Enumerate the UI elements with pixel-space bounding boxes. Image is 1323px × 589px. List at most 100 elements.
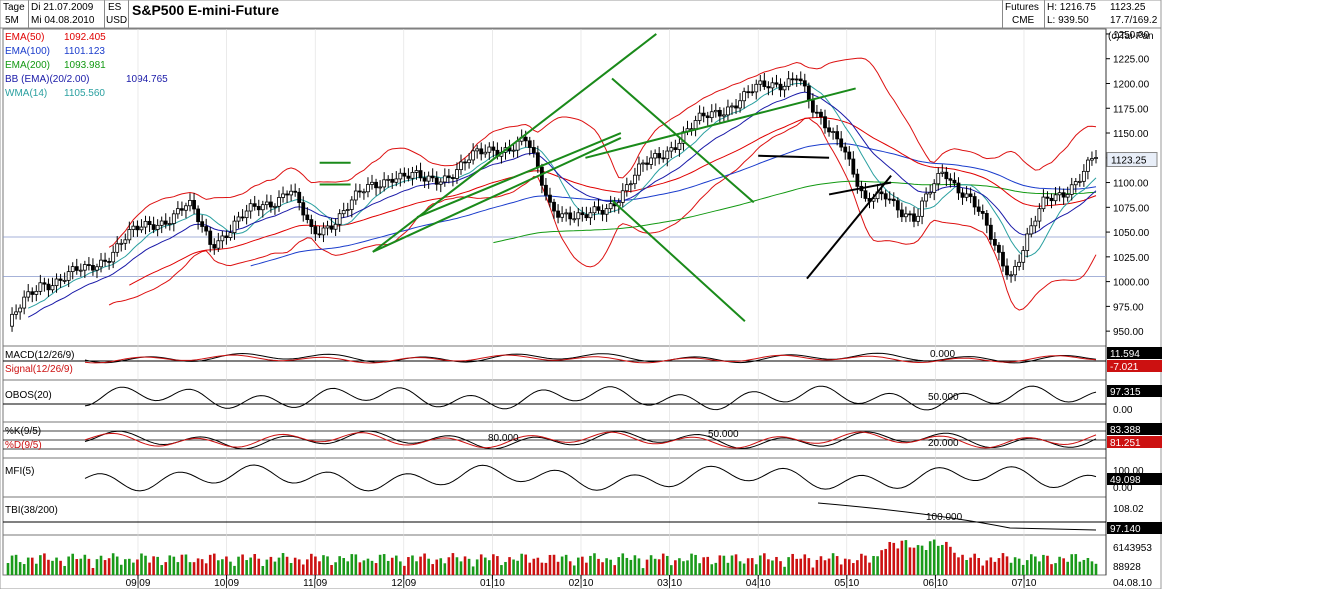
volume-bar — [678, 558, 681, 575]
candle-body — [1009, 274, 1013, 277]
candle-body — [204, 226, 209, 232]
volume-bar — [18, 562, 22, 575]
candle-body — [66, 271, 71, 281]
volume-bar — [977, 558, 981, 575]
volume-bar — [439, 558, 443, 575]
candle-body — [414, 170, 419, 173]
candle-body — [895, 200, 900, 211]
candle-body — [446, 175, 451, 178]
candle-body — [212, 244, 217, 249]
volume-bar — [973, 553, 976, 575]
candle-body — [1037, 208, 1042, 222]
volume-bar — [516, 560, 519, 575]
volume-bar — [831, 553, 835, 575]
volume-bar — [985, 560, 989, 575]
volume-bar — [354, 554, 358, 575]
candle-body — [135, 225, 140, 231]
candle-body — [746, 91, 751, 94]
macd-value-box — [1107, 347, 1162, 359]
volume-bar — [783, 566, 786, 575]
volume-bar — [403, 565, 406, 575]
x-tick-label-6: 03|10 — [657, 578, 682, 589]
volume-bar — [758, 555, 762, 575]
volume-bar — [949, 546, 952, 575]
volume-bar — [358, 562, 362, 575]
stoch-level-50: 50.000 — [708, 429, 739, 440]
volume-bar — [601, 562, 604, 575]
volume-bar — [581, 556, 584, 575]
candle-body — [192, 200, 196, 210]
candle-body — [928, 192, 933, 195]
outer-frame — [0, 0, 1162, 589]
volume-bar — [920, 545, 924, 575]
candle-body — [289, 190, 294, 196]
candle-body — [936, 173, 941, 185]
stoch-k-line — [84, 430, 1097, 450]
volume-bar — [467, 558, 471, 575]
candle-body — [281, 193, 285, 198]
candle-body — [463, 161, 467, 164]
candle-body — [374, 181, 378, 189]
volume-bar — [520, 553, 523, 575]
candle-body — [988, 224, 993, 240]
candle-body — [123, 239, 128, 244]
candle-body — [798, 78, 803, 82]
candle-body — [95, 266, 99, 271]
candle-body — [641, 162, 645, 165]
volume-bar — [876, 556, 879, 575]
volume-bar — [144, 555, 147, 575]
volume-bar — [661, 553, 665, 575]
volume-bar — [609, 559, 612, 575]
candle-body — [268, 201, 273, 208]
volume-bar — [621, 553, 625, 575]
volume-bar — [754, 564, 758, 575]
volume-bar — [237, 556, 240, 575]
candle-body — [823, 116, 827, 129]
candle-body — [758, 80, 763, 85]
volume-bar — [374, 563, 378, 575]
candle-body — [345, 209, 350, 211]
y-tick-label-0: 950.00 — [1113, 327, 1144, 338]
candle-body — [252, 203, 257, 207]
volume-bar — [483, 557, 487, 575]
candle-body — [74, 266, 79, 271]
volume-bar — [338, 556, 341, 575]
candle-body — [200, 221, 205, 227]
candle-body — [491, 146, 496, 151]
volume-bar — [1013, 557, 1017, 575]
candle-body — [1077, 180, 1082, 183]
obos-label: OBOS(20) — [5, 390, 52, 401]
candle-body — [815, 111, 819, 114]
header-box-4 — [1002, 0, 1045, 28]
candle-body — [244, 210, 249, 219]
volume-bar — [427, 558, 430, 575]
candle-body — [637, 163, 641, 176]
candle-body — [802, 80, 807, 87]
candle-body — [390, 178, 395, 183]
y-tick-label-2: 1000.00 — [1113, 278, 1150, 289]
candle-body — [151, 224, 156, 230]
candle-body — [426, 175, 431, 182]
candle-body — [819, 111, 823, 118]
y-tick-label-3: 1025.00 — [1113, 253, 1150, 264]
volume-bar — [993, 561, 997, 575]
volume-bar — [35, 563, 38, 575]
obos-y-tick: 0.00 — [1113, 405, 1133, 416]
trendline-1 — [372, 137, 622, 253]
mfi-value: 49.098 — [1110, 475, 1141, 486]
candle-body — [139, 226, 144, 231]
volume-bar — [1001, 553, 1005, 575]
candle-body — [224, 235, 229, 238]
candle-body — [171, 213, 176, 224]
candle-body — [572, 218, 577, 221]
candle-body — [38, 282, 43, 292]
ema100-line — [250, 143, 1097, 267]
volume-bar — [431, 564, 434, 575]
mfi-line — [84, 464, 1097, 492]
candle-body — [248, 203, 253, 212]
volume-bar — [156, 556, 159, 575]
y-tick-label-1: 975.00 — [1113, 302, 1144, 313]
candle-body — [329, 225, 334, 230]
volume-bar — [936, 545, 940, 575]
candle-body — [378, 186, 383, 189]
